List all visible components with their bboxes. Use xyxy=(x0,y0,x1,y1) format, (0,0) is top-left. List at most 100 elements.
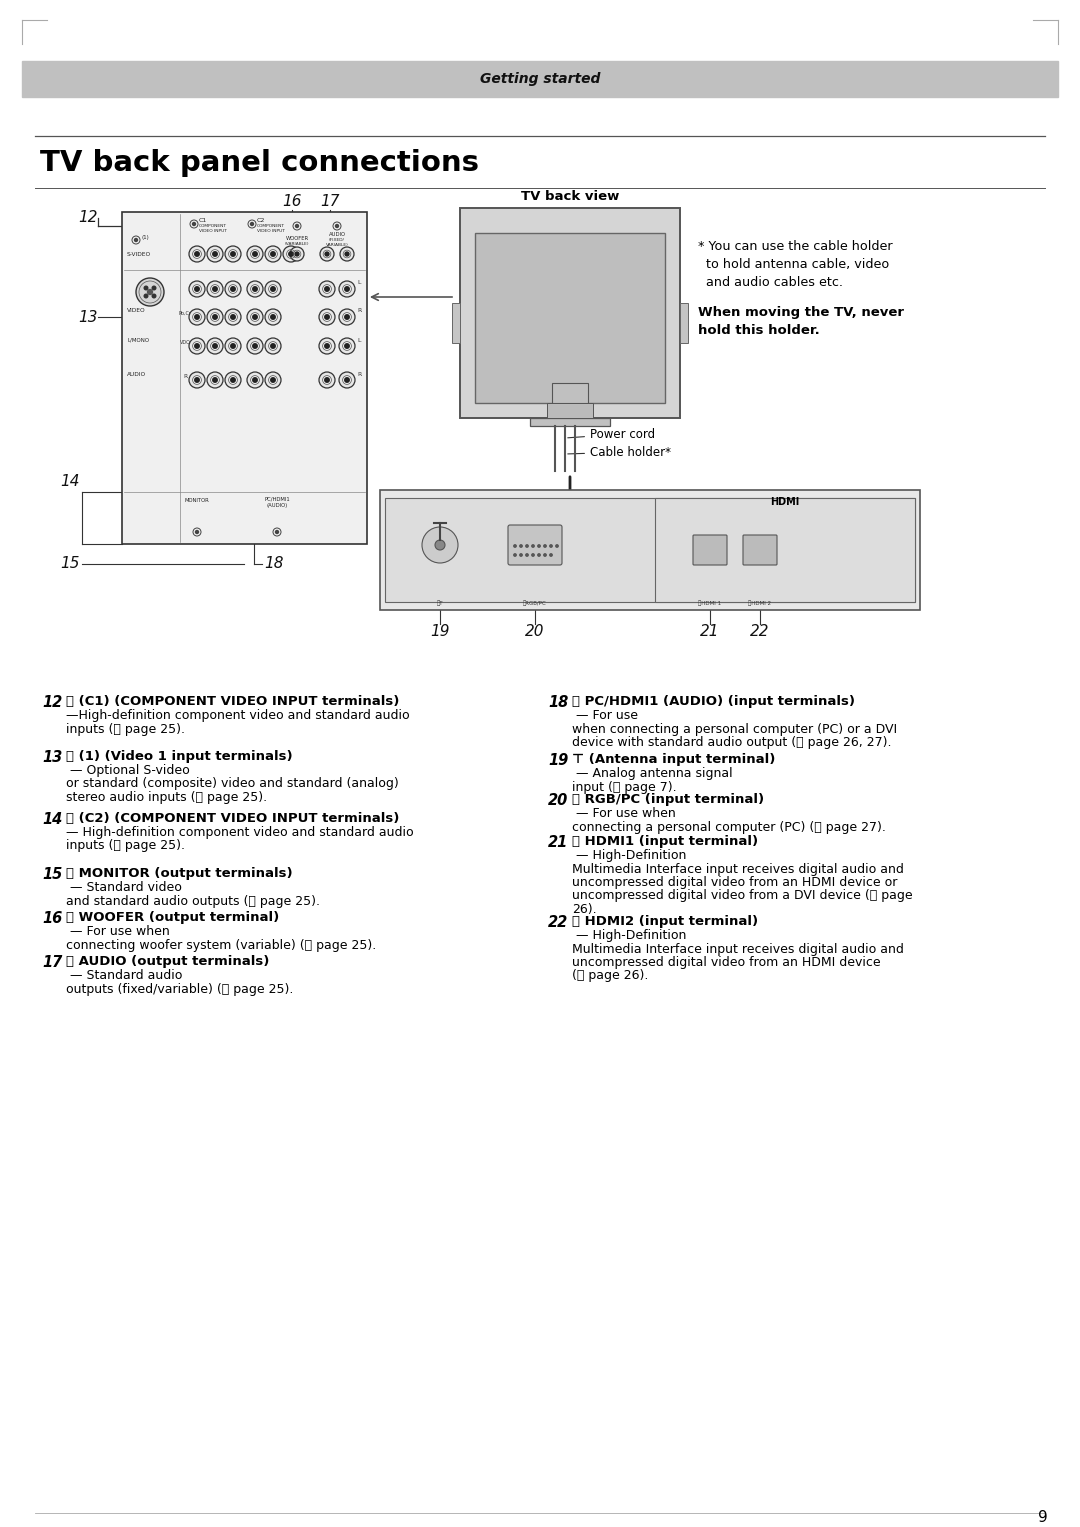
Text: VARIABLE): VARIABLE) xyxy=(326,243,349,247)
Text: ⍉RGB/PC: ⍉RGB/PC xyxy=(523,600,546,606)
Bar xyxy=(122,212,367,544)
Circle shape xyxy=(195,530,199,533)
Circle shape xyxy=(514,545,516,547)
Circle shape xyxy=(247,373,264,388)
Text: connecting woofer system (variable) (⩲ page 25).: connecting woofer system (variable) (⩲ p… xyxy=(66,939,376,951)
Circle shape xyxy=(213,377,217,382)
Circle shape xyxy=(325,315,329,319)
Circle shape xyxy=(325,344,329,348)
Circle shape xyxy=(225,246,241,263)
Circle shape xyxy=(207,281,222,296)
Text: ⭆ WOOFER (output terminal): ⭆ WOOFER (output terminal) xyxy=(66,912,280,924)
Circle shape xyxy=(213,287,217,292)
Text: Pb,Cr: Pb,Cr xyxy=(178,310,191,316)
Text: inputs (⩲ page 25).: inputs (⩲ page 25). xyxy=(66,840,185,852)
Text: 14: 14 xyxy=(42,812,63,828)
Text: VDO: VDO xyxy=(179,339,190,345)
Text: 18: 18 xyxy=(264,556,283,571)
Circle shape xyxy=(189,246,205,263)
Text: and standard audio outputs (⩲ page 25).: and standard audio outputs (⩲ page 25). xyxy=(66,895,320,907)
Text: 19: 19 xyxy=(430,625,449,640)
Text: 21: 21 xyxy=(548,835,568,851)
Text: WOOFER: WOOFER xyxy=(285,237,309,241)
Text: to hold antenna cable, video: to hold antenna cable, video xyxy=(698,258,889,270)
Text: 14: 14 xyxy=(60,475,80,490)
Circle shape xyxy=(319,337,335,354)
Text: ⭆ AUDIO (output terminals): ⭆ AUDIO (output terminals) xyxy=(66,954,269,968)
Text: ⍉ (1) (Video 1 input terminals): ⍉ (1) (Video 1 input terminals) xyxy=(66,750,293,764)
Circle shape xyxy=(526,545,528,547)
Circle shape xyxy=(213,315,217,319)
Circle shape xyxy=(194,344,199,348)
Text: When moving the TV, never: When moving the TV, never xyxy=(698,305,904,319)
Text: — High-definition component video and standard audio: — High-definition component video and st… xyxy=(66,826,414,838)
Text: (1): (1) xyxy=(141,235,149,240)
Text: ⊤ (Antenna input terminal): ⊤ (Antenna input terminal) xyxy=(572,753,775,767)
Text: hold this holder.: hold this holder. xyxy=(698,324,820,337)
Circle shape xyxy=(135,238,137,241)
Circle shape xyxy=(148,290,152,295)
Circle shape xyxy=(288,252,294,257)
Circle shape xyxy=(544,545,546,547)
Circle shape xyxy=(145,286,148,290)
Circle shape xyxy=(296,224,298,228)
Text: S-VIDEO: S-VIDEO xyxy=(127,252,151,257)
Text: 15: 15 xyxy=(42,867,63,883)
Circle shape xyxy=(345,287,349,292)
Circle shape xyxy=(225,373,241,388)
Circle shape xyxy=(231,287,235,292)
Text: — High-Definition: — High-Definition xyxy=(572,928,687,942)
Circle shape xyxy=(189,337,205,354)
Circle shape xyxy=(295,252,299,257)
Bar xyxy=(380,490,920,609)
Circle shape xyxy=(345,377,349,382)
Text: 20: 20 xyxy=(525,625,544,640)
Text: 13: 13 xyxy=(42,750,63,765)
Text: ⍉ (C2) (COMPONENT VIDEO INPUT terminals): ⍉ (C2) (COMPONENT VIDEO INPUT terminals) xyxy=(66,812,400,825)
Circle shape xyxy=(265,337,281,354)
Circle shape xyxy=(336,224,338,228)
Text: uncompressed digital video from a DVI device (⩲ page: uncompressed digital video from a DVI de… xyxy=(572,890,913,902)
Circle shape xyxy=(225,308,241,325)
Circle shape xyxy=(275,530,279,533)
Text: connecting a personal computer (PC) (⩲ page 27).: connecting a personal computer (PC) (⩲ p… xyxy=(572,820,886,834)
Circle shape xyxy=(339,337,355,354)
Circle shape xyxy=(194,287,199,292)
Circle shape xyxy=(271,315,275,319)
Circle shape xyxy=(325,252,329,257)
Bar xyxy=(530,418,610,426)
Circle shape xyxy=(265,308,281,325)
Text: VIDEO INPUT: VIDEO INPUT xyxy=(257,229,285,234)
Circle shape xyxy=(271,344,275,348)
Circle shape xyxy=(538,554,540,556)
Text: Multimedia Interface input receives digital audio and: Multimedia Interface input receives digi… xyxy=(572,863,904,875)
Text: R: R xyxy=(356,371,361,377)
Circle shape xyxy=(207,246,222,263)
Text: ⍉ HDMI1 (input terminal): ⍉ HDMI1 (input terminal) xyxy=(572,835,758,847)
Text: ⭆ MONITOR (output terminals): ⭆ MONITOR (output terminals) xyxy=(66,867,293,880)
Text: uncompressed digital video from an HDMI device or: uncompressed digital video from an HDMI … xyxy=(572,876,897,889)
Circle shape xyxy=(253,287,257,292)
Circle shape xyxy=(253,344,257,348)
Text: (AUDIO): (AUDIO) xyxy=(267,502,287,507)
Text: HDMI: HDMI xyxy=(770,496,799,507)
FancyBboxPatch shape xyxy=(743,534,777,565)
Text: stereo audio inputs (⩲ page 25).: stereo audio inputs (⩲ page 25). xyxy=(66,791,267,805)
Text: 19: 19 xyxy=(548,753,568,768)
Text: — Analog antenna signal: — Analog antenna signal xyxy=(572,767,732,780)
Text: (FIXED/: (FIXED/ xyxy=(329,238,345,241)
Text: — Optional S-video: — Optional S-video xyxy=(66,764,190,777)
Text: 12: 12 xyxy=(78,211,97,226)
Circle shape xyxy=(207,373,222,388)
Text: 22: 22 xyxy=(751,625,770,640)
Text: Power cord: Power cord xyxy=(568,428,656,440)
Text: ⍉HDMI 1: ⍉HDMI 1 xyxy=(699,600,721,606)
Circle shape xyxy=(265,246,281,263)
Circle shape xyxy=(325,287,329,292)
Text: — For use when: — For use when xyxy=(572,806,676,820)
Text: ⍉T: ⍉T xyxy=(436,600,443,606)
Circle shape xyxy=(231,344,235,348)
Circle shape xyxy=(526,554,528,556)
Circle shape xyxy=(152,295,156,298)
Circle shape xyxy=(194,377,199,382)
